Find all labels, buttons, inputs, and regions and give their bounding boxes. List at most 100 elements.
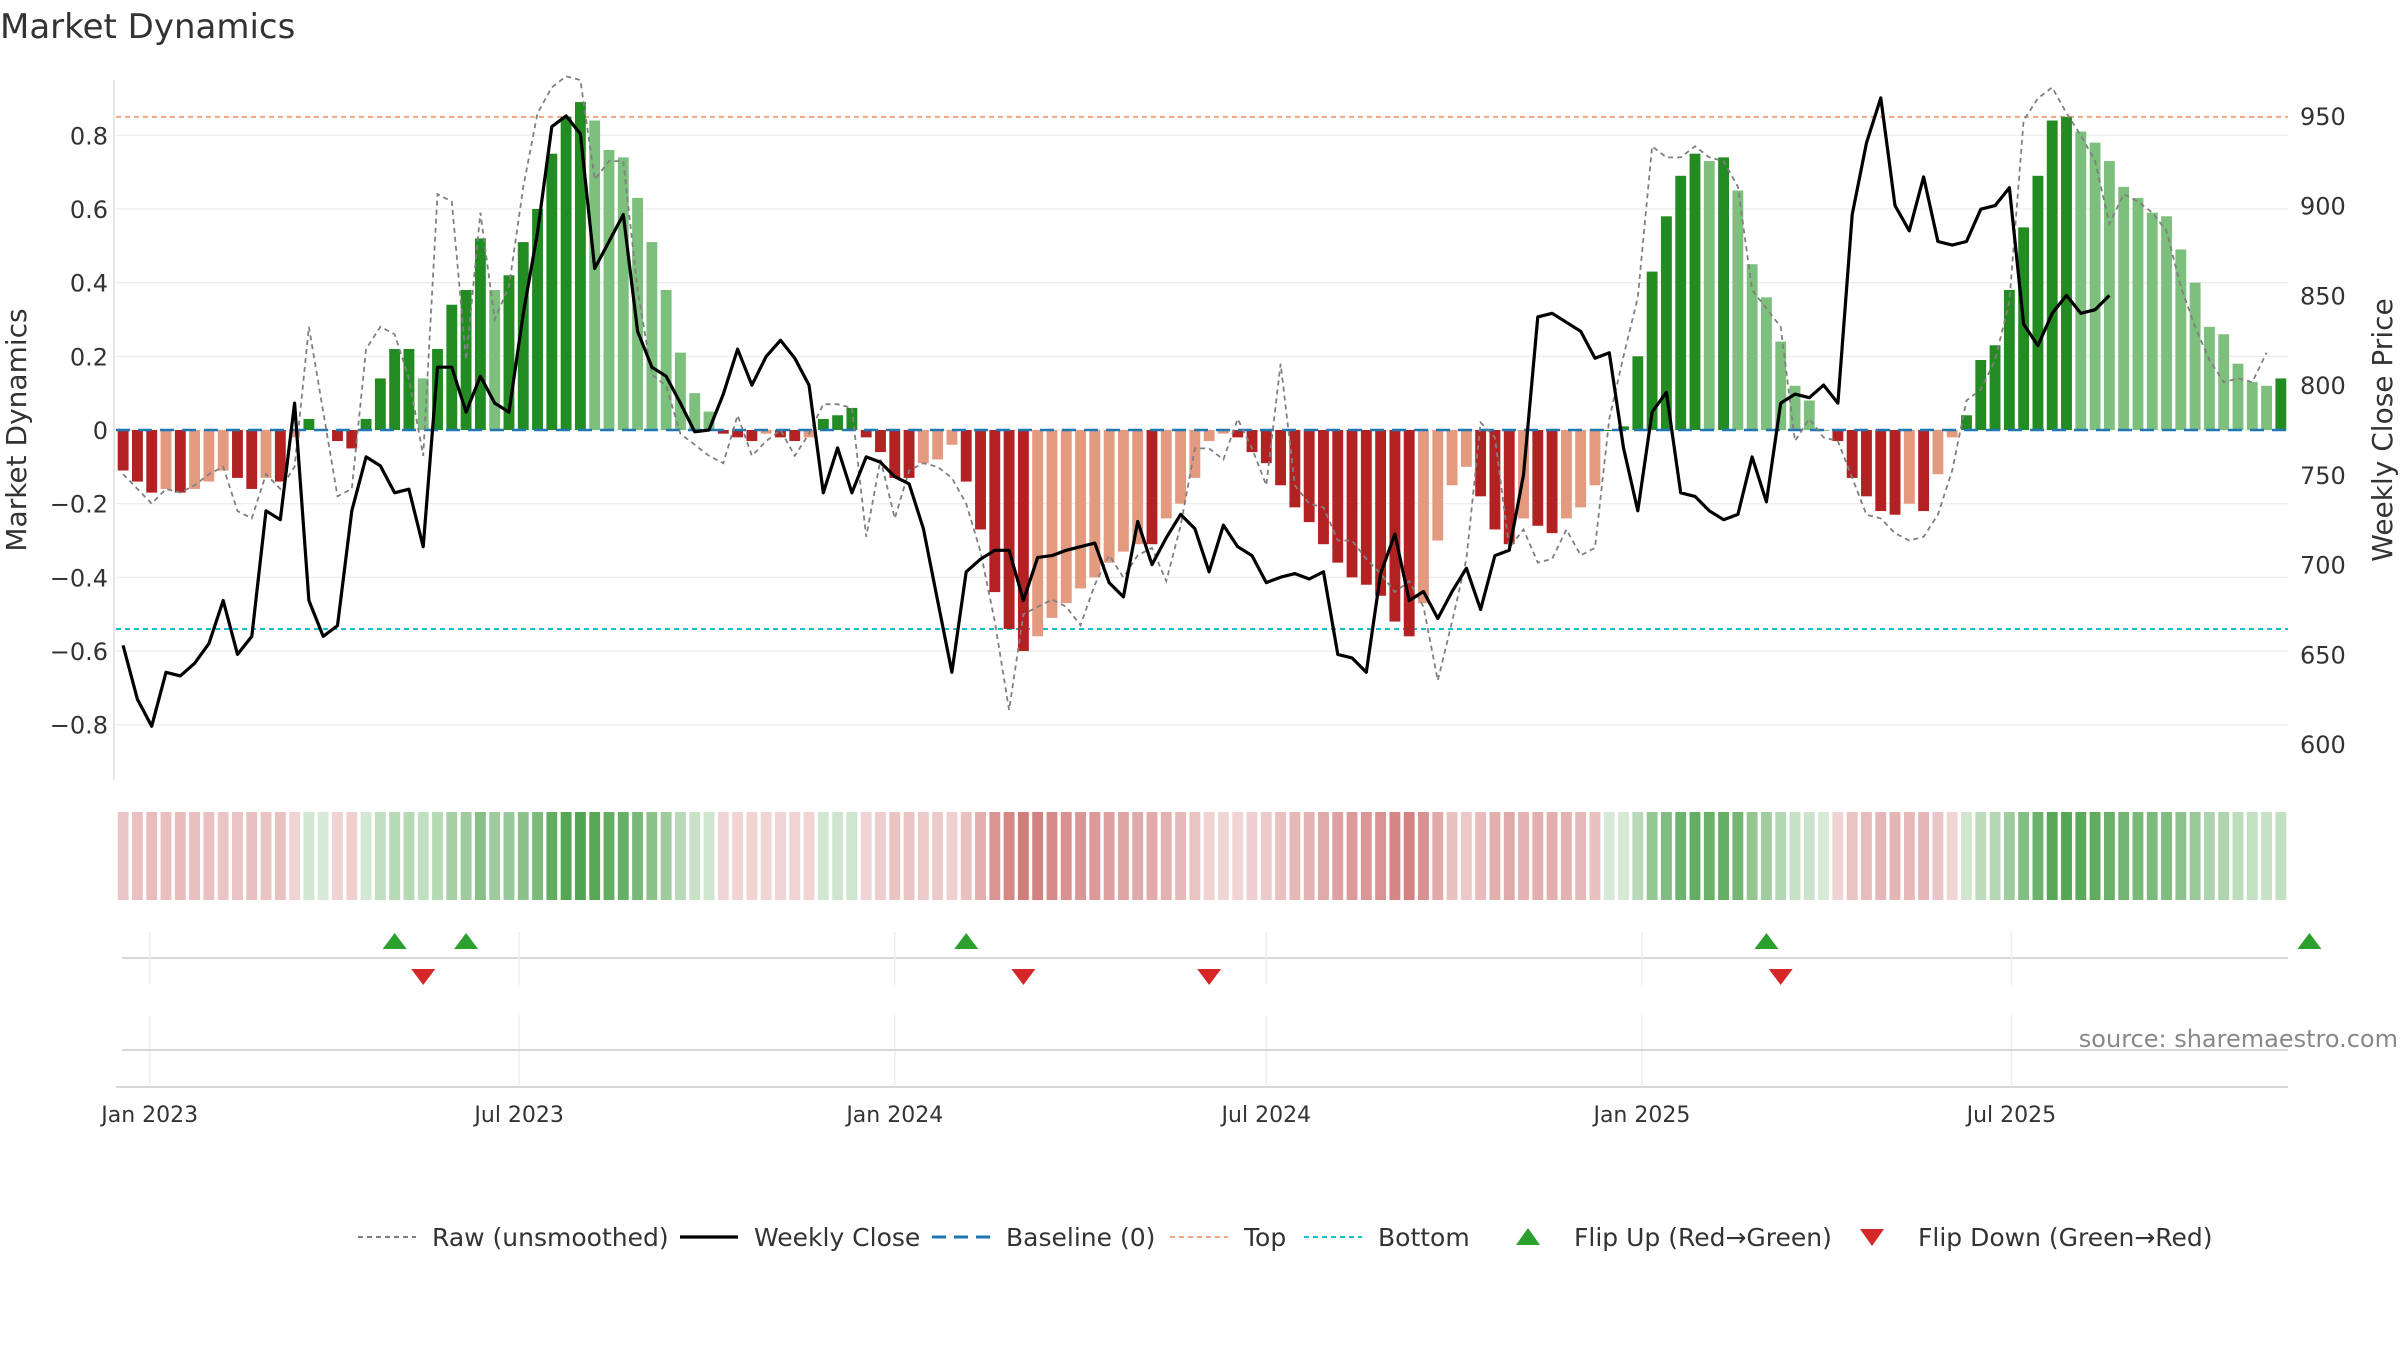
dynamics-bars — [117, 102, 2287, 652]
dynamics-bar — [1632, 356, 1644, 430]
dynamics-bar — [289, 430, 301, 438]
regime-cell — [160, 812, 172, 900]
legend-label: Flip Up (Red→Green) — [1574, 1223, 1832, 1252]
regime-cell — [2203, 812, 2215, 900]
x-tick-label: Jan 2024 — [844, 1103, 943, 1128]
regime-cell — [189, 812, 201, 900]
dynamics-bar — [160, 430, 172, 489]
regime-cell — [1632, 812, 1644, 900]
regime-cell — [360, 812, 372, 900]
regime-strip — [117, 812, 2287, 900]
regime-cell — [2003, 812, 2015, 900]
dynamics-bar — [1318, 430, 1329, 545]
dynamics-bar — [1332, 430, 1344, 563]
regime-cell — [789, 812, 801, 900]
dynamics-bar — [2275, 378, 2287, 430]
dynamics-bar — [1218, 430, 1229, 434]
regime-cell — [689, 812, 701, 900]
regime-cell — [1175, 812, 1186, 900]
dynamics-bar — [617, 157, 629, 431]
dynamics-bar — [2075, 131, 2087, 430]
dynamics-bar — [2189, 282, 2201, 430]
regime-cell — [1803, 812, 1815, 900]
dynamics-bar — [417, 378, 429, 430]
dynamics-bar — [1017, 430, 1029, 652]
regime-cell — [417, 812, 429, 900]
regime-cell — [2246, 812, 2258, 900]
regime-cell — [389, 812, 401, 900]
legend-label: Bottom — [1378, 1223, 1470, 1252]
dynamics-bar — [1146, 430, 1158, 545]
legend-item-top: Top — [1170, 1223, 1286, 1252]
regime-cell — [975, 812, 986, 900]
dynamics-bar — [232, 430, 243, 478]
legend-item-bottom: Bottom — [1304, 1223, 1470, 1252]
dynamics-bar — [203, 430, 215, 482]
dynamics-bar — [660, 290, 672, 430]
regime-cell — [1946, 812, 1958, 900]
regime-cell — [1975, 812, 1987, 900]
dynamics-bar — [1432, 430, 1444, 541]
regime-cell — [2175, 812, 2187, 900]
dynamics-bar — [1032, 430, 1044, 637]
dynamics-bar — [1160, 430, 1172, 519]
regime-cell — [1603, 812, 1615, 900]
y2-tick-label: 650 — [2300, 641, 2346, 669]
regime-cell — [174, 812, 186, 900]
dynamics-bar — [1346, 430, 1358, 578]
legend-label: Top — [1243, 1223, 1286, 1252]
dynamics-bar — [174, 430, 186, 493]
y2-tick-label: 600 — [2300, 731, 2346, 759]
y2-tick-label: 800 — [2300, 372, 2346, 400]
regime-cell — [946, 812, 958, 900]
dynamics-bar — [1175, 430, 1186, 504]
regime-cell — [2161, 812, 2172, 900]
dynamics-bar — [1132, 430, 1144, 545]
regime-cell — [1160, 812, 1172, 900]
dynamics-bar — [1117, 430, 1129, 552]
regime-cell — [1360, 812, 1372, 900]
dynamics-bar — [1961, 415, 1972, 430]
regime-cell — [1117, 812, 1129, 900]
regime-cell — [474, 812, 486, 900]
dynamics-bar — [246, 430, 258, 489]
regime-cell — [1618, 812, 1629, 900]
y-tick-label: −0.6 — [50, 638, 108, 666]
x-tick-label: Jan 2025 — [1591, 1103, 1690, 1128]
regime-cell — [1203, 812, 1215, 900]
legend-item-flip_up: Flip Up (Red→Green) — [1516, 1223, 1832, 1252]
dynamics-bar — [2175, 249, 2187, 430]
dynamics-bar — [274, 430, 286, 482]
regime-cell — [303, 812, 315, 900]
flip-down-marker — [411, 969, 436, 985]
x-tick-label: Jul 2023 — [472, 1103, 564, 1128]
dynamics-bar — [360, 418, 372, 430]
regime-cell — [2275, 812, 2287, 900]
x-axis: Jan 2023 Jul 2023 Jan 2024 Jul 2024 Jan 2025… — [99, 1015, 2288, 1128]
regime-cell — [1818, 812, 1830, 900]
dynamics-bar — [1889, 430, 1901, 515]
regime-cell — [117, 812, 129, 900]
chart-title: Market Dynamics — [0, 7, 295, 47]
dynamics-bar — [1918, 430, 1930, 512]
source-note: source: sharemaestro.com — [2079, 1025, 2398, 1053]
regime-cell — [1989, 812, 2001, 900]
dynamics-bar — [1089, 430, 1101, 578]
regime-cell — [2018, 812, 2030, 900]
dynamics-bar — [1660, 216, 1672, 430]
flip-up-marker — [2297, 933, 2322, 949]
legend-item-baseline: Baseline (0) — [932, 1223, 1155, 1252]
dynamics-bar — [403, 348, 415, 430]
regime-cell — [675, 812, 686, 900]
dynamics-bar — [1689, 153, 1701, 430]
regime-cell — [1060, 812, 1072, 900]
legend-swatch — [1516, 1228, 1540, 1245]
regime-cell — [1332, 812, 1344, 900]
regime-cell — [1089, 812, 1101, 900]
dynamics-bar — [1861, 430, 1872, 497]
x-tick-label: Jan 2023 — [99, 1103, 198, 1128]
dynamics-bar — [632, 197, 643, 430]
legend-swatch — [1860, 1229, 1884, 1246]
legend-item-raw: Raw (unsmoothed) — [358, 1223, 669, 1252]
regime-cell — [2232, 812, 2244, 900]
